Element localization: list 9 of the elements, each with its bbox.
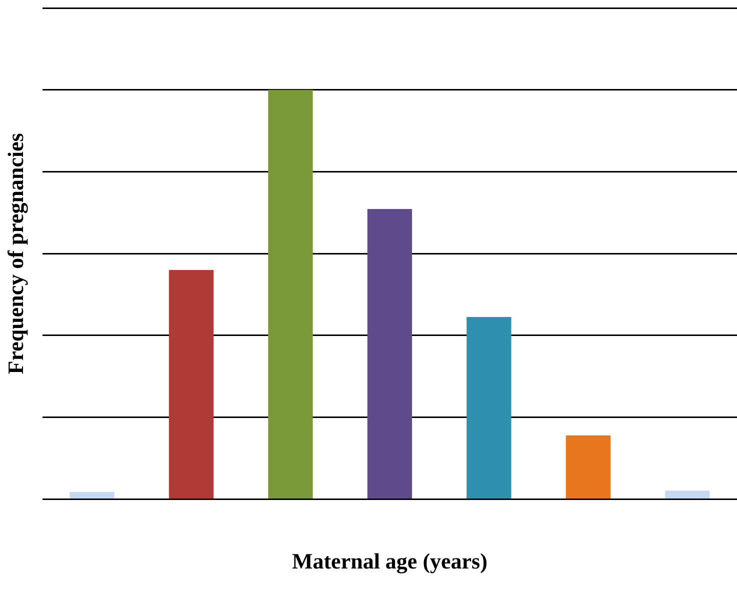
bar [367, 208, 412, 498]
bar [70, 492, 114, 498]
bar [168, 270, 214, 498]
x-axis-title: Maternal age (years) [292, 548, 488, 574]
bar [566, 435, 610, 498]
y-axis-title: Frequency of pregnancies [2, 132, 28, 374]
bar [268, 90, 313, 498]
bar [665, 490, 710, 498]
bar [466, 317, 512, 498]
